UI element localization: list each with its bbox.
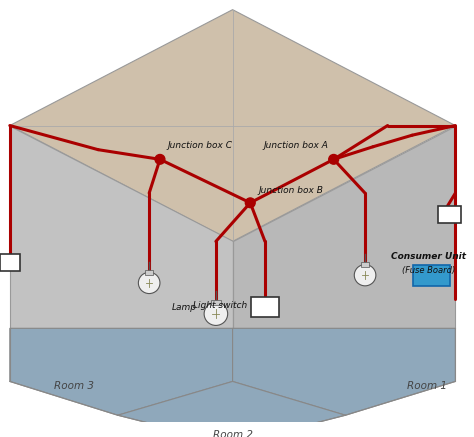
Text: (Fuse Board): (Fuse Board) xyxy=(402,266,456,274)
Polygon shape xyxy=(10,125,233,328)
Polygon shape xyxy=(233,328,456,415)
Circle shape xyxy=(354,264,376,286)
Text: Light switch: Light switch xyxy=(193,301,247,310)
Circle shape xyxy=(138,272,160,294)
Circle shape xyxy=(155,155,165,164)
FancyBboxPatch shape xyxy=(211,300,220,305)
FancyBboxPatch shape xyxy=(0,254,19,271)
Polygon shape xyxy=(10,328,233,415)
FancyBboxPatch shape xyxy=(145,270,154,275)
Polygon shape xyxy=(118,382,346,437)
Text: Junction box A: Junction box A xyxy=(264,141,329,150)
Text: Lamp: Lamp xyxy=(171,302,196,312)
Text: Room 3: Room 3 xyxy=(54,381,94,391)
Text: Junction box C: Junction box C xyxy=(168,141,233,150)
Circle shape xyxy=(246,198,255,208)
Polygon shape xyxy=(233,125,456,328)
FancyBboxPatch shape xyxy=(361,263,369,267)
FancyBboxPatch shape xyxy=(438,206,461,223)
Polygon shape xyxy=(10,10,456,241)
FancyBboxPatch shape xyxy=(413,264,450,286)
Circle shape xyxy=(204,302,228,326)
FancyBboxPatch shape xyxy=(251,297,279,317)
Text: Room 2: Room 2 xyxy=(212,430,253,437)
Text: Consumer Unit: Consumer Unit xyxy=(392,252,466,261)
Text: Junction box B: Junction box B xyxy=(258,186,323,195)
Circle shape xyxy=(329,155,338,164)
Text: Room 1: Room 1 xyxy=(407,381,447,391)
